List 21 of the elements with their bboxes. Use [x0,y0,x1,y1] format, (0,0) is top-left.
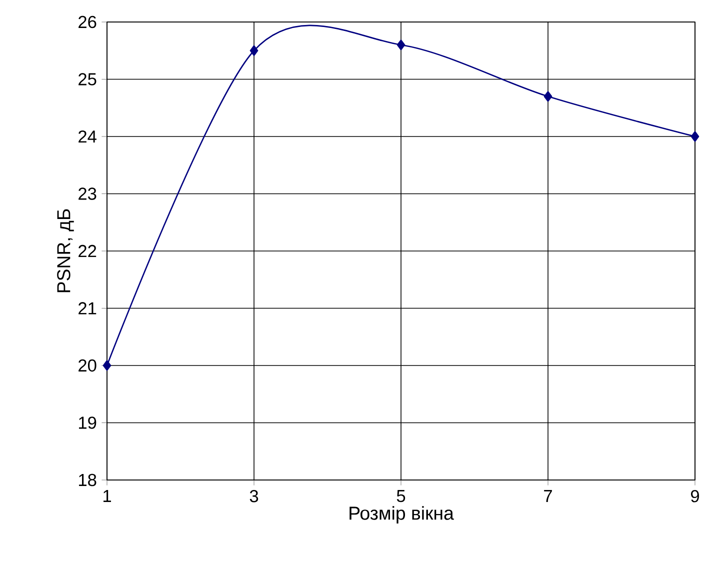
x-tick-label: 7 [544,490,552,502]
y-tick-label: 20 [78,359,96,372]
point [690,131,700,142]
y-tick-label: 18 [79,474,96,486]
y-tick-label: 25 [78,73,96,86]
y-tick-label: 21 [78,302,96,314]
point [544,91,552,102]
y-tick-label: 22 [78,244,96,258]
point [250,45,258,56]
x-axis-title: Розмір вікна [350,506,454,524]
x-tick-label: 3 [250,490,258,502]
x-tick-label: 5 [396,490,406,502]
y-tick-label: 19 [79,416,96,429]
x-tick-label: 1 [104,490,111,502]
point [396,40,406,50]
y-tick-label: 24 [78,130,96,143]
y-tick-label: 23 [78,188,96,200]
y-tick-label: 26 [78,16,96,28]
x-tick-label: 9 [690,490,699,502]
point [102,360,112,371]
y-axis-title: PSNR, дБ [57,209,74,292]
